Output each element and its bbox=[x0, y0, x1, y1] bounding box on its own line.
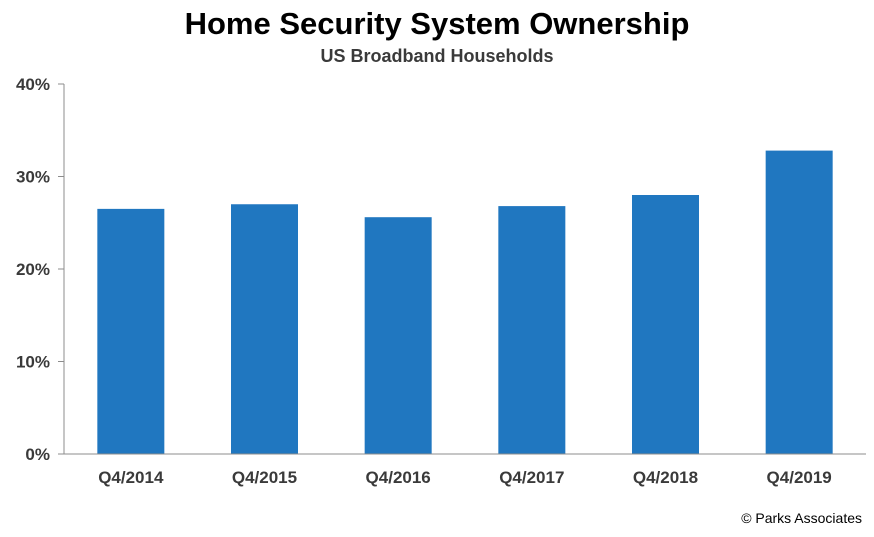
x-tick-label: Q4/2016 bbox=[366, 468, 431, 487]
x-tick-label: Q4/2015 bbox=[232, 468, 297, 487]
x-tick-label: Q4/2019 bbox=[767, 468, 832, 487]
bar-q4-2015 bbox=[231, 204, 298, 454]
bar-series bbox=[97, 150, 833, 454]
copyright-notice: © Parks Associates bbox=[741, 510, 862, 526]
x-tick-label: Q4/2017 bbox=[499, 468, 564, 487]
x-axis-labels: Q4/2014 Q4/2015 Q4/2016 Q4/2017 Q4/2018 Q4/20… bbox=[98, 468, 832, 487]
y-tick-label: 20% bbox=[16, 260, 50, 279]
bar-q4-2019 bbox=[765, 150, 833, 454]
chart-title: Home Security System Ownership bbox=[184, 6, 690, 41]
bar-q4-2018 bbox=[632, 195, 699, 454]
y-tick-label: 0% bbox=[25, 445, 50, 464]
x-tick-label: Q4/2014 bbox=[98, 468, 164, 487]
chart-subtitle: US Broadband Households bbox=[320, 46, 554, 66]
y-tick-label: 40% bbox=[16, 75, 50, 94]
bar-q4-2014 bbox=[97, 208, 165, 454]
x-tick-label: Q4/2018 bbox=[633, 468, 698, 487]
bar-q4-2017 bbox=[498, 206, 566, 454]
y-tick-label: 30% bbox=[16, 168, 50, 187]
y-axis-ticks: 0% 10% 20% 30% 40% bbox=[16, 75, 64, 464]
y-tick-label: 10% bbox=[16, 353, 50, 372]
bar-q4-2016 bbox=[364, 217, 432, 454]
